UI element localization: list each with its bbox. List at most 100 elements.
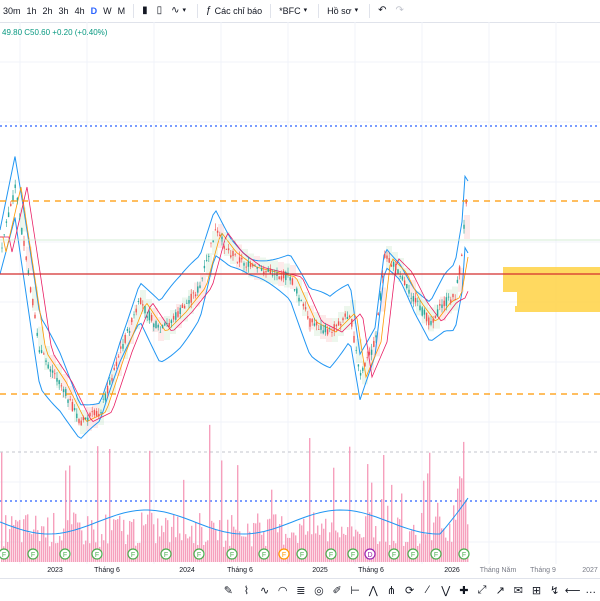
- volume-bar: [207, 540, 209, 562]
- zigzag-icon[interactable]: ⋁: [441, 584, 451, 597]
- cloud-segment: [26, 246, 32, 271]
- indicators-icon: ƒ: [206, 5, 212, 16]
- time-axis[interactable]: 2023 Tháng 6 2024 Tháng 6 2025 Tháng 6 2026 Thá…: [0, 564, 600, 578]
- pen-icon[interactable]: ✐: [332, 584, 342, 597]
- volume-bar: [383, 454, 385, 562]
- polyline-icon[interactable]: ⤢: [477, 583, 487, 596]
- candle-body: [263, 271, 265, 274]
- volume-bar: [63, 528, 65, 562]
- event-marker: [160, 548, 172, 560]
- volume-bar: [309, 438, 311, 562]
- timeframe-m[interactable]: M: [117, 6, 126, 16]
- cycle-icon[interactable]: ⟳: [404, 584, 415, 597]
- candle-body: [291, 278, 294, 285]
- volume-bar: [443, 528, 445, 562]
- event-marker: [59, 548, 71, 560]
- candle-body: [170, 320, 173, 323]
- volume-bar: [305, 534, 307, 562]
- path-icon[interactable]: ⌇: [243, 584, 250, 597]
- indicators-button[interactable]: ƒ Các chỉ báo: [203, 0, 265, 22]
- volume-bar: [427, 473, 429, 562]
- event-marker-label: F: [95, 552, 99, 559]
- volume-bar: [21, 542, 23, 562]
- cloud-segment: [284, 263, 290, 288]
- timeframe-3h[interactable]: 3h: [58, 6, 69, 16]
- candle-body: [359, 373, 362, 376]
- volume-bar: [121, 531, 123, 562]
- candle-body: [280, 276, 283, 280]
- timeframe-w[interactable]: W: [103, 6, 112, 16]
- candle-body: [271, 274, 274, 276]
- back-arrow-icon[interactable]: ⟵: [564, 584, 581, 597]
- volume-bar: [331, 522, 333, 562]
- cloud-segment: [356, 339, 362, 363]
- candle-body: [287, 272, 289, 274]
- crosshair-icon[interactable]: ✚: [459, 584, 469, 597]
- pattern-icon[interactable]: ⋀: [368, 584, 378, 597]
- volume-bar: [205, 541, 207, 562]
- cloud-segment: [398, 258, 404, 282]
- cloud-segment: [164, 316, 170, 340]
- volume-bar: [11, 516, 13, 562]
- ruler-icon[interactable]: ⊢: [350, 584, 360, 597]
- redo-button[interactable]: ↷: [392, 0, 409, 22]
- volume-bar: [259, 522, 261, 562]
- timeframe-30m[interactable]: 30m: [3, 6, 21, 16]
- candle-body: [21, 227, 23, 235]
- volume-bar: [107, 543, 109, 562]
- position-icon[interactable]: ⊞: [531, 584, 542, 597]
- candle-body: [447, 296, 450, 298]
- time-axis-label: 2023: [47, 567, 63, 574]
- timeframe-1h[interactable]: 1h: [26, 6, 37, 16]
- candle-body: [135, 308, 137, 313]
- drawing-toolbar: ✎ ⌇ ∿ ◠ ≣ ◎ ✐ ⊢ ⋀ ⋔ ⟳ ⁄ ⋁ ✚ ⤢ ↗ ✉ ⊞ ↯ ⟵ …: [0, 578, 600, 601]
- undo-button[interactable]: ↶: [375, 0, 392, 22]
- timeframe-group: 30m 1h 2h 3h 4h D W M: [0, 0, 128, 22]
- arrow-icon[interactable]: ↗: [495, 584, 505, 597]
- brush-icon[interactable]: ✎: [223, 584, 233, 597]
- volume-bar: [445, 537, 447, 562]
- fib-icon[interactable]: ≣: [296, 584, 306, 597]
- volume-bar: [403, 545, 405, 562]
- volume-bar: [269, 518, 271, 562]
- timeframe-d[interactable]: D: [90, 6, 98, 16]
- volume-bar: [349, 446, 351, 562]
- target-icon[interactable]: ◎: [314, 584, 324, 597]
- trend-icon[interactable]: ⁄: [426, 584, 429, 596]
- more-icon[interactable]: …: [585, 584, 597, 596]
- arc-icon[interactable]: ◠: [277, 584, 288, 597]
- volume-bar: [19, 519, 21, 562]
- timeframe-4h[interactable]: 4h: [74, 6, 85, 16]
- forecast-icon[interactable]: ↯: [549, 584, 560, 597]
- volume-bar: [241, 536, 243, 562]
- note-icon[interactable]: ✉: [513, 584, 523, 597]
- bar-type-button[interactable]: ▯: [154, 0, 169, 22]
- volume-bar: [235, 529, 237, 562]
- candle-body: [38, 350, 41, 353]
- line-type-button[interactable]: ∿ ▾: [168, 0, 192, 22]
- volume-bar: [367, 464, 369, 562]
- candle-body: [54, 373, 56, 375]
- volume-bar: [405, 541, 407, 562]
- cloud-segment: [158, 317, 164, 341]
- event-marker: [91, 548, 103, 560]
- candle-body: [146, 316, 148, 318]
- profile-button[interactable]: Hồ sơ ▾: [324, 0, 364, 22]
- cloud-segment: [296, 278, 302, 303]
- volume-bar: [237, 465, 239, 562]
- candle-type-button[interactable]: ▮: [139, 0, 154, 22]
- candle-body: [232, 251, 234, 256]
- candle-body: [179, 307, 181, 315]
- candle-body: [131, 318, 133, 323]
- cloud-segment: [440, 296, 446, 321]
- volume-bar: [285, 533, 287, 562]
- volume-bar: [103, 540, 105, 562]
- symbol-button[interactable]: *BFC ▾: [276, 0, 313, 22]
- cloud-segment: [38, 326, 44, 351]
- curve-icon[interactable]: ∿: [259, 584, 270, 597]
- volume-moving-average: [0, 497, 469, 535]
- pitchfork-icon[interactable]: ⋔: [386, 584, 397, 597]
- cloud-segment: [326, 318, 332, 342]
- timeframe-2h[interactable]: 2h: [42, 6, 53, 16]
